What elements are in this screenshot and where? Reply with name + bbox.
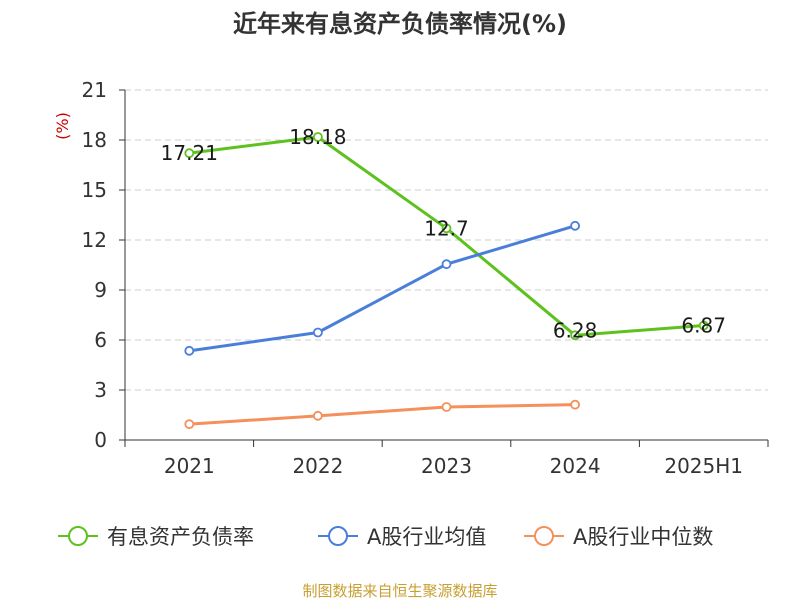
legend-label: A股行业均值 [367, 525, 486, 549]
y-tick-label: 12 [82, 228, 107, 252]
x-tick-label: 2022 [292, 454, 343, 478]
data-point [570, 399, 580, 410]
data-point [441, 259, 452, 270]
legend: 有息资产负债率 A股行业均值 A股行业中位数 [58, 525, 713, 549]
data-label: 12.7 [424, 216, 469, 240]
data-point [312, 132, 323, 142]
data-label: 6.28 [553, 318, 598, 342]
legend-label: A股行业中位数 [573, 525, 713, 549]
y-tick-label: 3 [94, 378, 107, 402]
y-tick-label: 0 [94, 428, 107, 452]
y-tick-label: 9 [94, 278, 107, 302]
y-axis-ticks: 0 3 6 9 12 15 18 21 [82, 78, 125, 452]
data-point [184, 345, 195, 356]
legend-label: 有息资产负债率 [107, 525, 254, 549]
grid-lines [125, 89, 768, 391]
data-point [570, 220, 580, 231]
legend-swatch-marker [534, 526, 554, 546]
data-point [441, 223, 452, 234]
data-point [184, 148, 195, 159]
data-label: 6.87 [681, 314, 726, 338]
data-point [184, 419, 195, 430]
y-tick-label: 15 [82, 178, 107, 202]
y-tick-label: 18 [82, 128, 107, 152]
y-axis-unit: (%) [53, 112, 72, 140]
data-label: 18.18 [289, 125, 346, 149]
x-tick-label: 2025H1 [664, 454, 743, 478]
data-point [441, 402, 452, 412]
y-tick-label: 6 [94, 328, 107, 352]
legend-swatch-marker [68, 526, 88, 546]
data-point [698, 320, 709, 331]
data-label: 17.21 [161, 141, 218, 165]
data-point [312, 410, 323, 421]
x-axis-ticks: 2021 2022 2023 2024 2025H1 [124, 440, 769, 478]
series-group [184, 132, 709, 430]
legend-swatch-marker [328, 526, 348, 546]
y-tick-label: 21 [82, 78, 107, 102]
data-point [312, 327, 323, 338]
series-line [187, 224, 577, 353]
source-note: 制图数据来自恒生聚源数据库 [302, 582, 497, 600]
chart-title: 近年来有息资产负债率情况(%) [233, 10, 567, 38]
x-tick-label: 2024 [550, 454, 601, 478]
series-line [187, 403, 577, 426]
x-tick-label: 2023 [421, 454, 472, 478]
data-labels: 17.21 18.18 12.7 6.28 6.87 [161, 125, 726, 342]
x-tick-label: 2021 [164, 454, 215, 478]
data-point [570, 330, 580, 341]
axes [124, 90, 768, 441]
